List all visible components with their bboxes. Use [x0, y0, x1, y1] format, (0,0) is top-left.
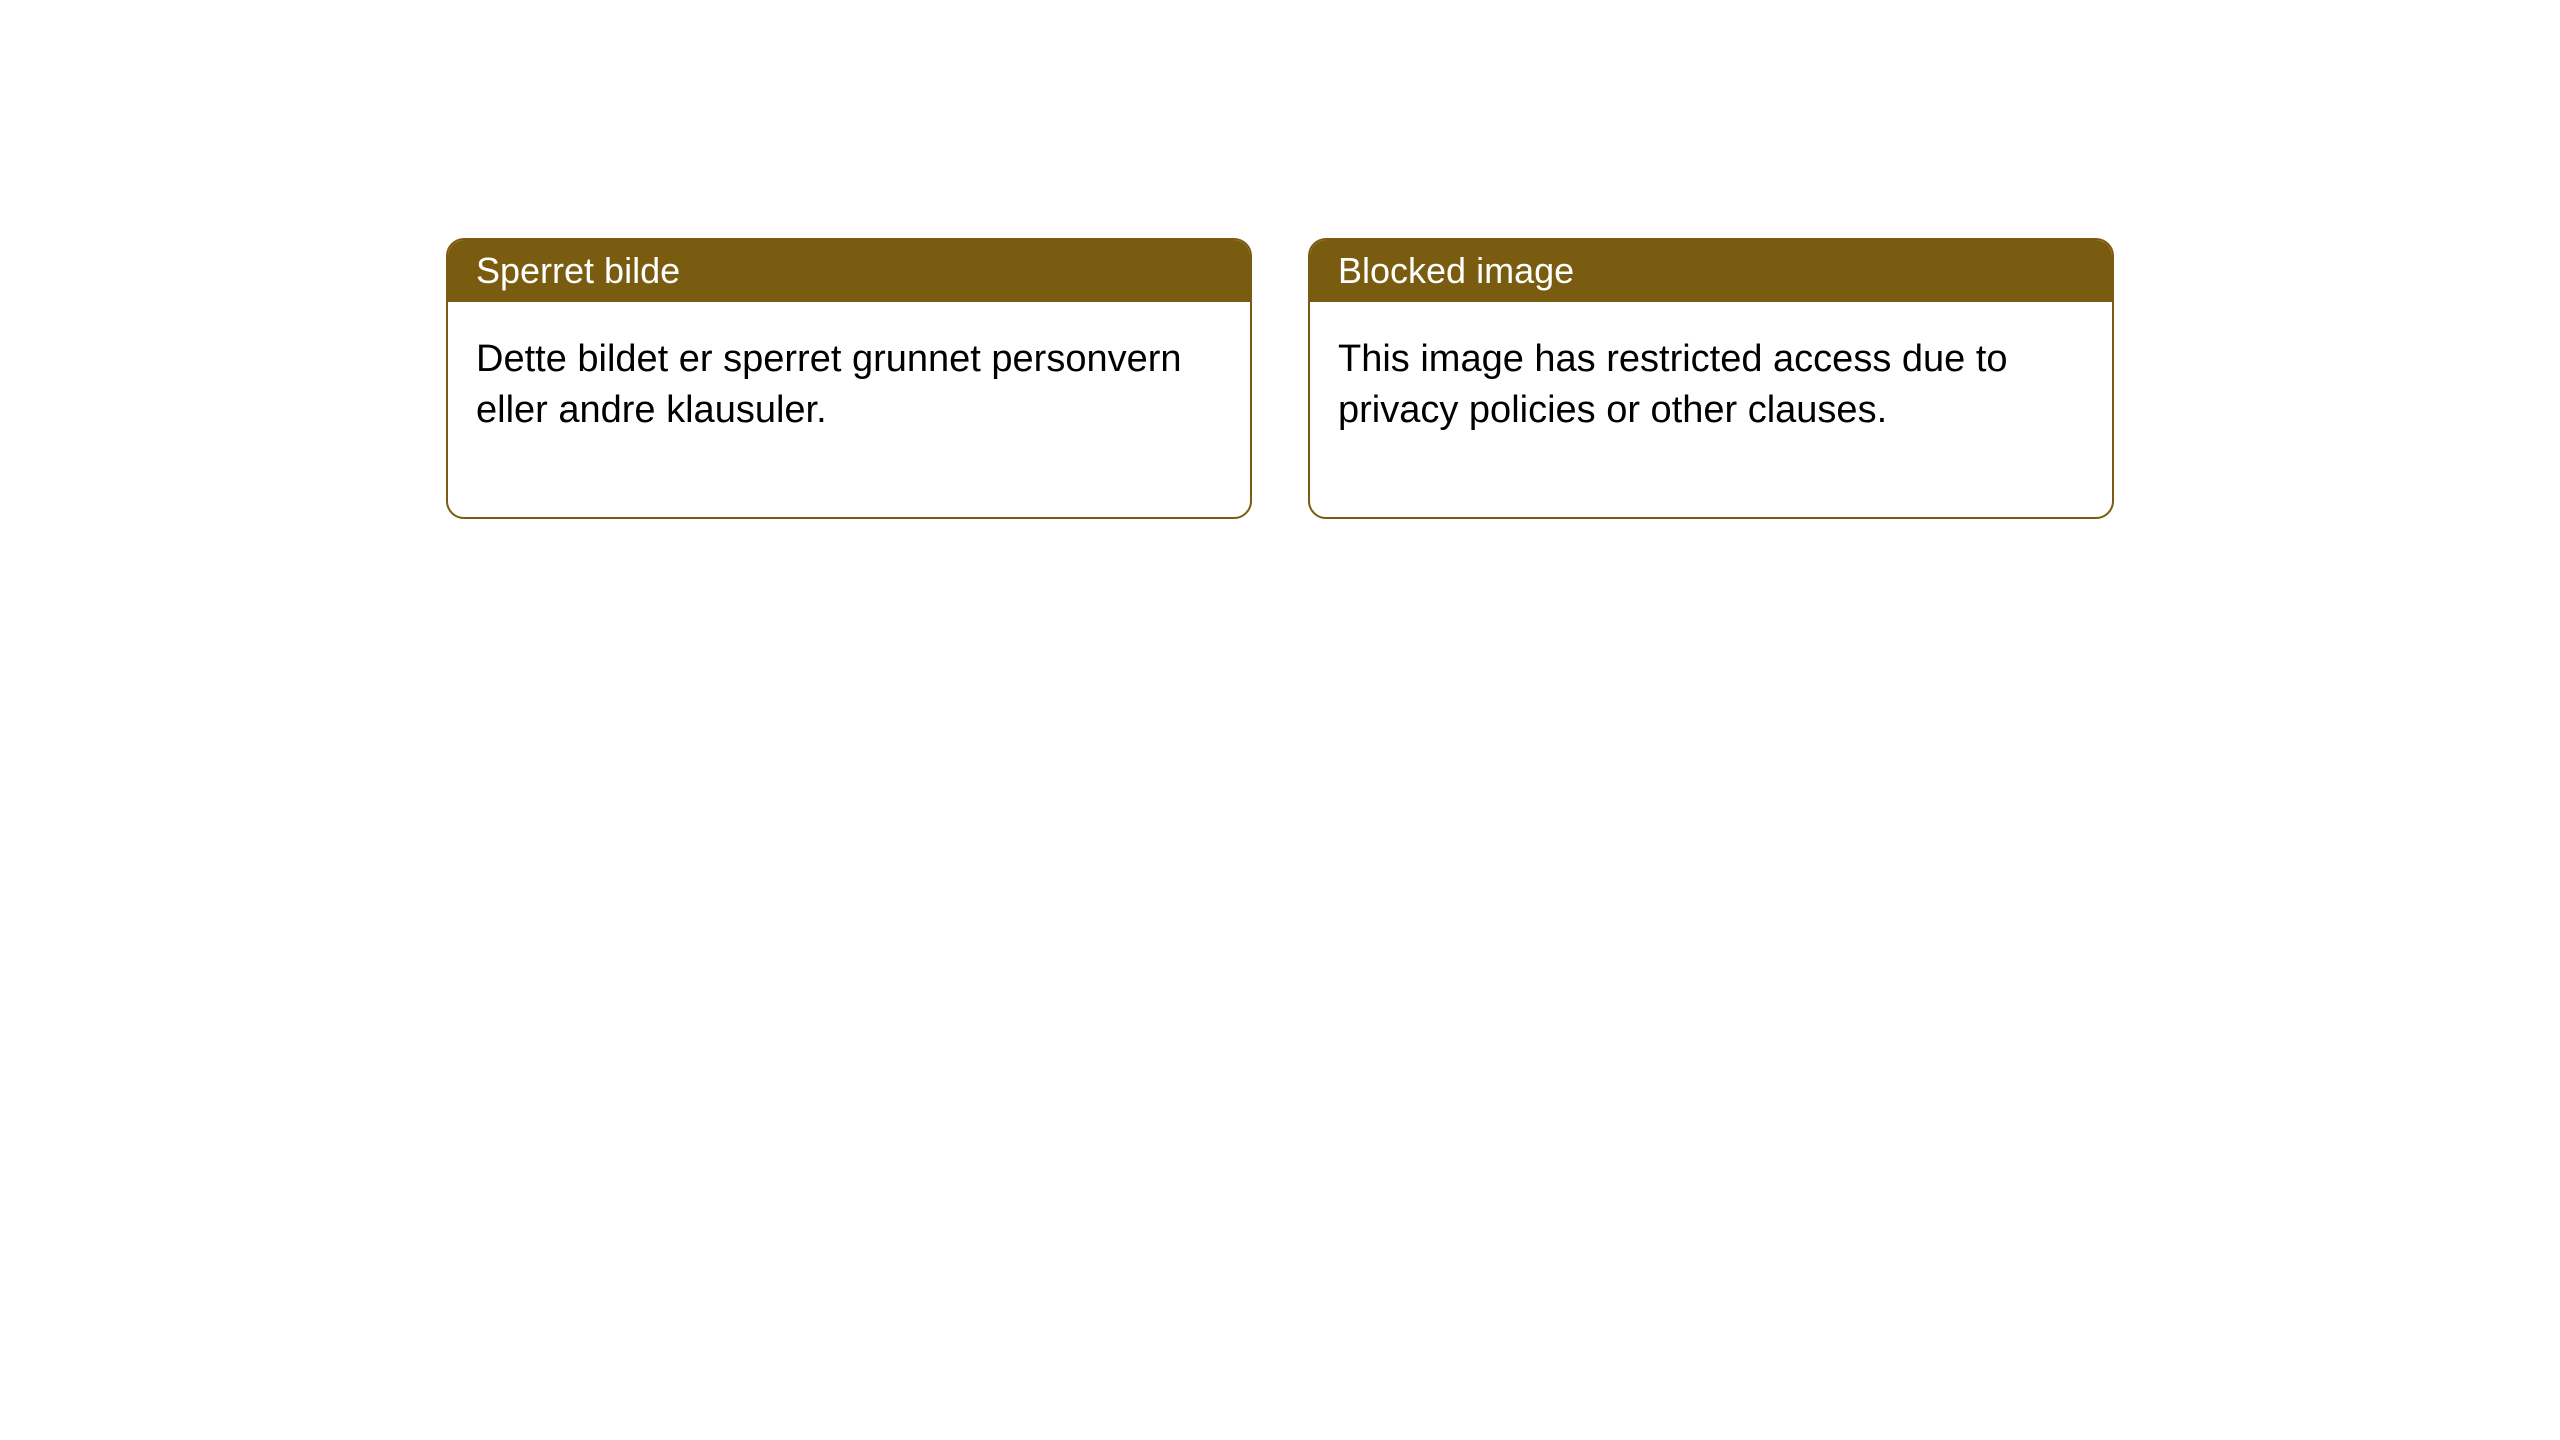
- card-title: Blocked image: [1338, 250, 1574, 291]
- card-body-text: Dette bildet er sperret grunnet personve…: [476, 338, 1182, 431]
- card-header: Blocked image: [1310, 240, 2112, 302]
- card-body: This image has restricted access due to …: [1310, 302, 2112, 517]
- card-header: Sperret bilde: [448, 240, 1250, 302]
- notice-container: Sperret bilde Dette bildet er sperret gr…: [446, 238, 2114, 519]
- card-body-text: This image has restricted access due to …: [1338, 338, 2008, 431]
- notice-card-norwegian: Sperret bilde Dette bildet er sperret gr…: [446, 238, 1252, 519]
- card-title: Sperret bilde: [476, 250, 680, 291]
- card-body: Dette bildet er sperret grunnet personve…: [448, 302, 1250, 517]
- notice-card-english: Blocked image This image has restricted …: [1308, 238, 2114, 519]
